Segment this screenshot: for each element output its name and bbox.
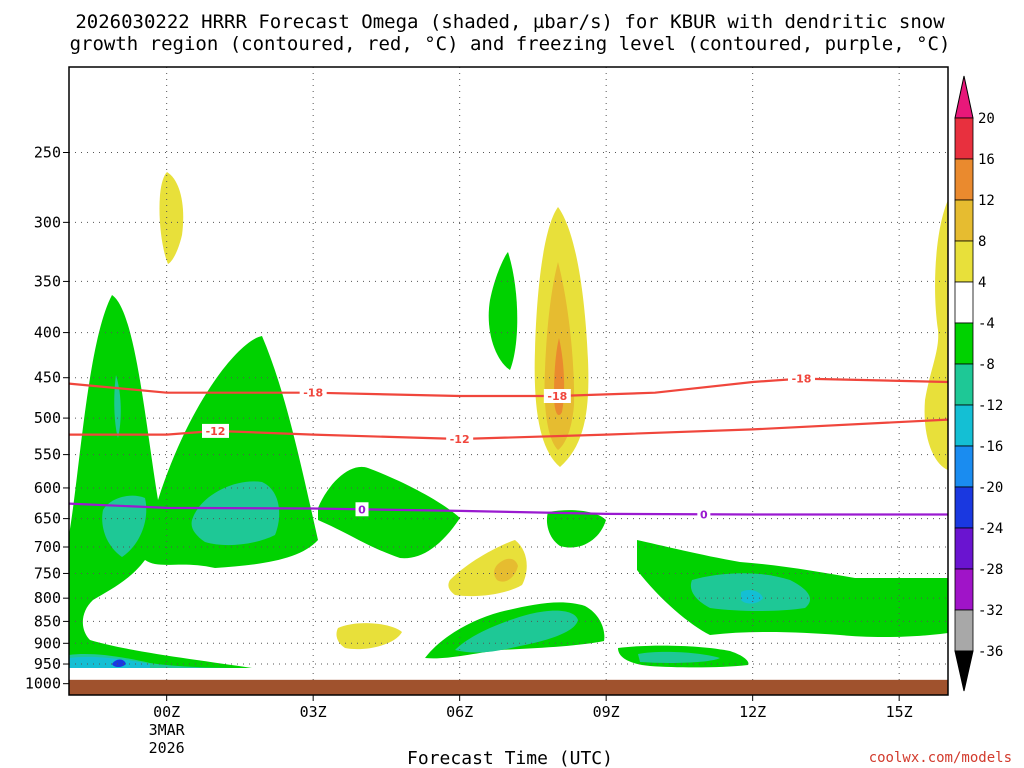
- omega-cyan-right-small: [741, 590, 763, 604]
- plot-frame: [68, 66, 949, 696]
- x-tick-label-12Z: 12Z: [739, 703, 766, 721]
- omega-gold-lower: [494, 558, 518, 582]
- chart-title-line-2: growth region (contoured, red, °C) and f…: [70, 33, 951, 55]
- colorbar-bin-16-20: [954, 117, 974, 160]
- contour-label-bg-dgz-minus18: [543, 389, 571, 404]
- colorbar-label-8: 8: [978, 234, 986, 250]
- plot-area: -18 -18 -18 -12 -12 0 0: [69, 67, 948, 695]
- colorbar-label--4: -4: [978, 316, 995, 332]
- y-tick-label-300: 300: [34, 213, 61, 231]
- colorbar-label--32: -32: [978, 603, 1003, 619]
- omega-teal-center-left: [191, 481, 280, 546]
- colorbar-label--8: -8: [978, 357, 995, 373]
- omega-teal-bottom-right: [638, 651, 720, 663]
- y-axis: 250 300 350 400 450 500 550 600 650 700 750 800 850 9…: [25, 143, 69, 693]
- ground-surface: [69, 679, 948, 695]
- colorbar-bin--8--4: [954, 322, 974, 365]
- contour-label-bg-dgz-minus12: [446, 431, 474, 446]
- x-tick-label-06Z: 06Z: [446, 703, 473, 721]
- y-tick-label-1000: 1000: [25, 675, 61, 693]
- y-tick-label-950: 950: [34, 655, 61, 673]
- contour-label-bg-freezing-level: [355, 502, 369, 517]
- colorbar-label--24: -24: [978, 521, 1003, 537]
- x-tick-label-00Z: 00Z: [153, 703, 180, 721]
- x-tick-date: 3MAR: [149, 721, 186, 739]
- y-tick-label-600: 600: [34, 479, 61, 497]
- contour-label-dgz-minus12: -12: [450, 433, 470, 446]
- x-tick-year: 2026: [149, 739, 185, 757]
- omega-teal-left-lower: [102, 495, 147, 557]
- colorbar-bin-8-12: [954, 199, 974, 242]
- y-tick-label-450: 450: [34, 369, 61, 387]
- omega-teal-left-narrow: [114, 375, 121, 438]
- omega-yellow-small: [336, 623, 402, 650]
- colorbar-label--36: -36: [978, 644, 1003, 660]
- contour-freezing-level: [69, 502, 948, 516]
- colorbar-bin--24--20: [954, 486, 974, 529]
- colorbar-bin--32--28: [954, 568, 974, 611]
- contour-label-bg-dgz-minus18: [299, 385, 327, 400]
- credit-text: coolwx.com/models: [869, 750, 1012, 766]
- contour-label-freezing-level: 0: [358, 503, 366, 516]
- contour-label-bg-freezing-level: [697, 507, 711, 522]
- colorbar-label-16: 16: [978, 152, 995, 168]
- colorbar-bin--36--32: [954, 609, 974, 652]
- contour-label-dgz-minus12: -12: [206, 425, 226, 438]
- contour-label-bg-dgz-minus12: [202, 423, 229, 438]
- x-axis-title: Forecast Time (UTC): [407, 748, 613, 768]
- omega-yellow-right-edge: [924, 200, 948, 470]
- x-tick-label-15Z: 15Z: [886, 703, 913, 721]
- contour-label-dgz-minus18: -18: [792, 373, 812, 386]
- contour-dgz-minus12: [69, 418, 948, 441]
- colorbar-label-12: 12: [978, 193, 995, 209]
- contour-label-dgz-minus18: -18: [547, 390, 567, 403]
- colorbar-label--16: -16: [978, 439, 1003, 455]
- y-tick-label-900: 900: [34, 634, 61, 652]
- y-tick-label-800: 800: [34, 589, 61, 607]
- colorbar-bin--12--8: [954, 363, 974, 406]
- omega-green-small-blob: [546, 510, 606, 548]
- colorbar-label-4: 4: [978, 275, 986, 291]
- colorbar-label--20: -20: [978, 480, 1003, 496]
- omega-yellow-upper-left: [159, 172, 184, 264]
- y-tick-label-850: 850: [34, 612, 61, 630]
- y-tick-label-250: 250: [34, 143, 61, 161]
- y-tick-label-350: 350: [34, 272, 61, 290]
- contour-label-bg-dgz-minus18: [788, 371, 815, 386]
- y-tick-label-700: 700: [34, 538, 61, 556]
- colorbar-bin--28--24: [954, 527, 974, 570]
- contours: -18 -18 -18 -12 -12 0 0: [69, 371, 948, 522]
- colorbar-bin--20--16: [954, 445, 974, 488]
- y-tick-label-550: 550: [34, 446, 61, 464]
- colorbar-over-arrow: [954, 75, 974, 119]
- chart-title-line-1: 2026030222 HRRR Forecast Omega (shaded, …: [75, 11, 945, 33]
- colorbar-bin-4-8: [954, 240, 974, 283]
- x-tick-label-09Z: 09Z: [593, 703, 620, 721]
- x-tick-label-03Z: 03Z: [300, 703, 327, 721]
- colorbar-bin--16--12: [954, 404, 974, 447]
- colorbar-label--12: -12: [978, 398, 1003, 414]
- contour-label-dgz-minus18: -18: [303, 387, 323, 400]
- omega-green-left-column: [69, 295, 318, 668]
- colorbar: 20 16 12 8 4 -4 -8 -12 -16 -20 -24 -28 -32 -36: [954, 75, 1003, 692]
- colorbar-label-20: 20: [978, 111, 995, 127]
- y-tick-label-400: 400: [34, 324, 61, 342]
- colorbar-bin--4-4: [954, 281, 974, 324]
- omega-teal-lower-mid: [455, 610, 578, 653]
- colorbar-bin-12-16: [954, 158, 974, 201]
- omega-blue-bottom-left: [112, 659, 126, 667]
- colorbar-label--28: -28: [978, 562, 1003, 578]
- y-tick-label-650: 650: [34, 510, 61, 528]
- contour-label-freezing-level: 0: [700, 508, 708, 521]
- y-tick-label-750: 750: [34, 564, 61, 582]
- omega-cyan-areas: [69, 590, 763, 668]
- omega-yellow-lower-mid: [448, 540, 527, 597]
- colorbar-under-arrow: [954, 650, 974, 692]
- y-tick-label-500: 500: [34, 409, 61, 427]
- omega-green-mid-blob: [318, 466, 460, 559]
- omega-cyan-bottom-left: [69, 656, 150, 668]
